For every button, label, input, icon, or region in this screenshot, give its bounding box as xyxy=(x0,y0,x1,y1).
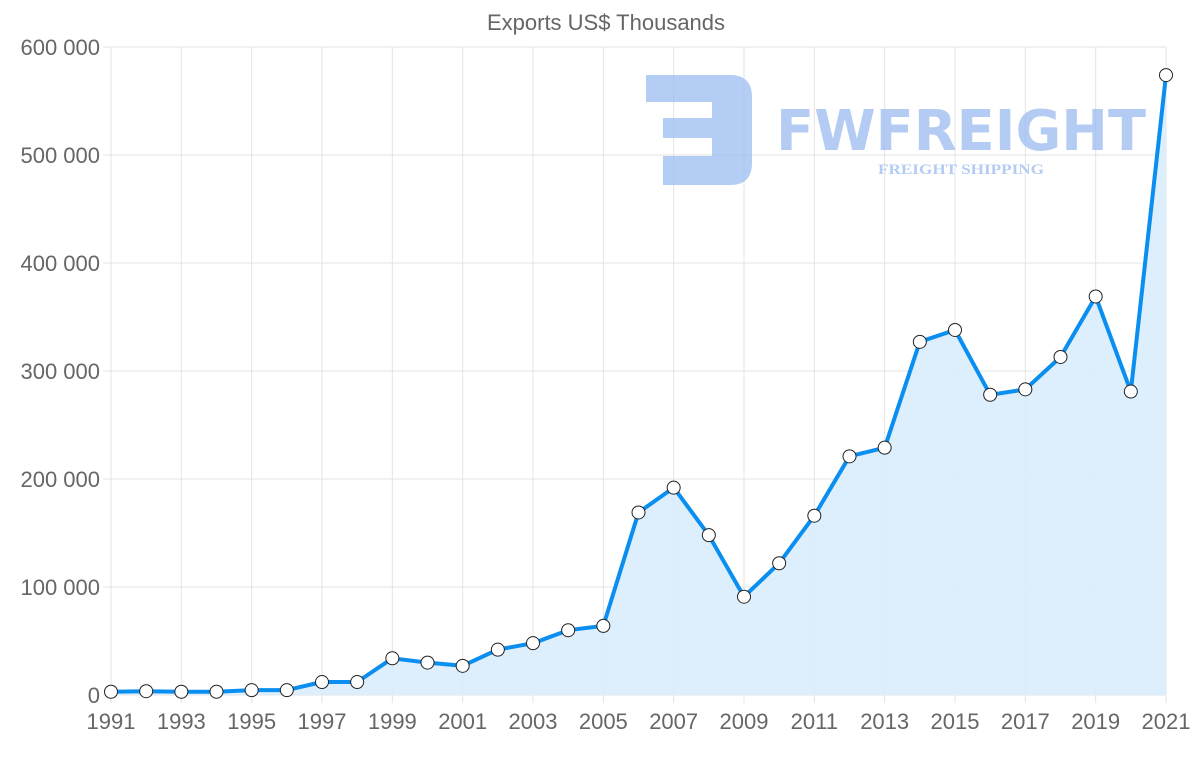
series-exports xyxy=(104,68,1173,699)
y-tick-label: 100 000 xyxy=(20,575,100,600)
x-tick-label: 1997 xyxy=(298,709,347,734)
watermark-brand: FWFREIGHT xyxy=(776,99,1146,164)
y-tick-label: 0 xyxy=(88,683,100,708)
x-tick-label: 1993 xyxy=(157,709,206,734)
data-point xyxy=(209,684,224,699)
x-tick-label: 2019 xyxy=(1071,709,1120,734)
watermark-tagline: FREIGHT SHIPPING xyxy=(878,162,1044,178)
data-point xyxy=(561,623,576,638)
watermark-logo: FWFREIGHT FREIGHT SHIPPING xyxy=(646,75,1146,185)
data-point xyxy=(666,480,681,495)
data-point xyxy=(983,387,998,402)
data-point xyxy=(1123,384,1138,399)
data-point xyxy=(350,675,365,690)
data-point xyxy=(104,684,118,699)
y-tick-label: 500 000 xyxy=(20,143,100,168)
data-point xyxy=(385,651,400,666)
x-tick-label: 2021 xyxy=(1142,709,1191,734)
data-point xyxy=(420,655,435,670)
data-point xyxy=(139,684,154,699)
x-tick-label: 2005 xyxy=(579,709,628,734)
data-point xyxy=(1053,349,1068,364)
axis-ticks: 0 100 000 200 000 300 000 400 000 500 000 600 … xyxy=(20,35,1190,734)
data-point xyxy=(526,636,540,651)
y-tick-label: 200 000 xyxy=(20,467,100,492)
data-point xyxy=(842,449,857,464)
data-point xyxy=(315,675,329,690)
data-point xyxy=(455,658,470,673)
x-tick-label: 2007 xyxy=(649,709,698,734)
data-point xyxy=(1088,289,1103,304)
x-tick-label: 2015 xyxy=(931,709,980,734)
x-tick-label: 2011 xyxy=(791,709,838,734)
data-point xyxy=(596,618,611,633)
data-point xyxy=(948,322,962,337)
data-point xyxy=(737,589,751,604)
y-tick-label: 400 000 xyxy=(20,251,100,276)
area-fill xyxy=(111,75,1166,696)
data-point xyxy=(1159,68,1173,83)
x-tick-label: 2017 xyxy=(1001,709,1050,734)
data-point xyxy=(877,440,892,455)
data-point xyxy=(631,505,646,520)
logo-mark-icon xyxy=(646,75,752,185)
data-point xyxy=(1018,382,1033,397)
x-tick-label: 2009 xyxy=(720,709,769,734)
data-point xyxy=(912,334,927,349)
chart-title: Exports US$ Thousands xyxy=(487,10,725,35)
y-tick-label: 600 000 xyxy=(20,35,100,60)
x-tick-label: 2003 xyxy=(509,709,558,734)
data-point xyxy=(772,556,787,571)
x-tick-label: 2013 xyxy=(860,709,909,734)
data-point xyxy=(174,684,189,699)
data-point xyxy=(244,683,259,698)
x-tick-label: 1991 xyxy=(87,709,136,734)
y-tick-label: 300 000 xyxy=(20,359,100,384)
x-tick-label: 1999 xyxy=(368,709,417,734)
data-point xyxy=(279,683,294,698)
data-point xyxy=(490,642,505,657)
data-point xyxy=(807,508,822,523)
x-tick-label: 2001 xyxy=(438,709,487,734)
x-tick-label: 1995 xyxy=(227,709,276,734)
data-point xyxy=(701,528,716,543)
